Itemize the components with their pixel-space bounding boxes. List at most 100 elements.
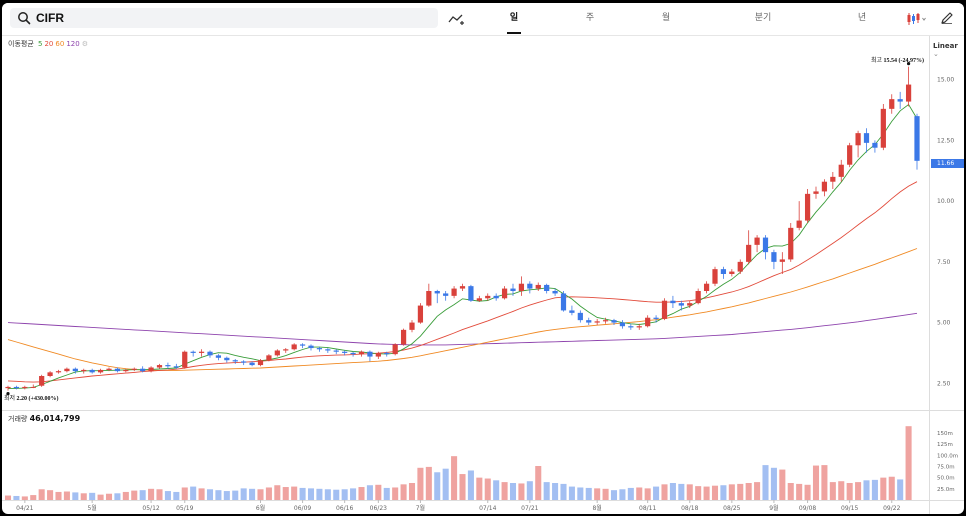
candle-body[interactable] (22, 386, 28, 389)
candle-body[interactable] (754, 237, 760, 245)
candle-body[interactable] (165, 365, 171, 367)
candle-body[interactable] (409, 322, 415, 330)
candle-body[interactable] (695, 291, 701, 304)
candle-body[interactable] (39, 376, 45, 386)
candle-body[interactable] (552, 291, 558, 294)
candle-body[interactable] (863, 133, 870, 143)
candle-body[interactable] (299, 344, 306, 346)
candle-body[interactable] (417, 305, 424, 323)
candle-body[interactable] (771, 252, 777, 262)
candle-body[interactable] (400, 329, 407, 345)
candle-body[interactable] (594, 321, 600, 323)
candle-body[interactable] (872, 142, 878, 148)
candle-body[interactable] (182, 351, 188, 368)
ma-legend-period-20[interactable]: 20 (44, 40, 54, 48)
ma-legend-period-5[interactable]: 5 (38, 40, 43, 48)
candle-body[interactable] (156, 365, 163, 368)
candle-body[interactable] (476, 298, 482, 301)
candle-body[interactable] (316, 348, 323, 350)
candle-body[interactable] (661, 300, 668, 319)
candle-body[interactable] (443, 293, 449, 296)
candle-body[interactable] (207, 351, 213, 356)
candle-body[interactable] (485, 295, 491, 299)
candle-body[interactable] (81, 369, 87, 372)
tab-weekly[interactable]: 주 (585, 13, 595, 23)
candle-body[interactable] (232, 360, 238, 362)
candle-body[interactable] (241, 361, 247, 363)
candle-body[interactable] (746, 244, 752, 262)
candle-body[interactable] (796, 220, 802, 228)
candle-body[interactable] (737, 261, 743, 272)
candle-body[interactable] (257, 360, 264, 366)
candle-body[interactable] (325, 349, 331, 351)
candle-body[interactable] (375, 352, 381, 357)
candle-body[interactable] (821, 181, 828, 192)
candle-body[interactable] (653, 317, 659, 319)
candle-body[interactable] (830, 176, 836, 182)
candle-body[interactable] (889, 99, 895, 109)
candle-body[interactable] (838, 164, 844, 177)
price-chart[interactable]: 2.50 5.00 7.50 10.00 12.50 15.00 25.0m 50.0m 75.… (2, 36, 964, 514)
candle-body[interactable] (468, 286, 474, 301)
candle-body[interactable] (55, 371, 62, 373)
candle-body[interactable] (291, 344, 297, 350)
ma-legend-period-60[interactable]: 60 (55, 40, 65, 48)
candle-body[interactable] (392, 344, 398, 355)
candle-body[interactable] (880, 108, 886, 148)
settings-gear-icon[interactable]: ⚙ (81, 40, 88, 48)
candle-body[interactable] (855, 133, 861, 146)
candle-body[interactable] (106, 368, 112, 370)
candle-body[interactable] (510, 288, 516, 291)
candle-body[interactable] (577, 312, 583, 321)
candle-body[interactable] (89, 369, 95, 373)
candle-body[interactable] (602, 320, 609, 322)
candle-body[interactable] (47, 372, 53, 376)
candle-body[interactable] (224, 357, 230, 361)
candle-body[interactable] (367, 351, 373, 357)
candle-body[interactable] (384, 352, 390, 355)
candle-body[interactable] (501, 288, 508, 299)
candle-body[interactable] (762, 237, 769, 253)
ma-legend-period-120[interactable]: 120 (66, 40, 80, 48)
candle-body[interactable] (459, 286, 466, 289)
candle-body[interactable] (114, 368, 121, 372)
candle-body[interactable] (914, 116, 920, 161)
candle-body[interactable] (897, 99, 903, 102)
candle-body[interactable] (5, 386, 11, 389)
ticker-search-input[interactable]: CIFR (10, 8, 438, 28)
candle-body[interactable] (678, 303, 684, 306)
tab-daily[interactable]: 일 (499, 11, 529, 34)
candle-body[interactable] (266, 355, 272, 361)
candle-body[interactable] (97, 369, 104, 373)
tab-yearly[interactable]: 년 (857, 13, 867, 23)
candle-body[interactable] (140, 368, 146, 372)
candle-body[interactable] (249, 362, 255, 366)
candle-body[interactable] (518, 283, 525, 291)
candle-body[interactable] (198, 351, 205, 353)
candle-body[interactable] (451, 288, 457, 296)
candle-body[interactable] (788, 227, 794, 260)
tab-quarterly[interactable]: 분기 (754, 13, 772, 23)
candle-body[interactable] (434, 291, 440, 294)
candle-body[interactable] (611, 320, 617, 323)
candle-body[interactable] (712, 269, 718, 284)
candle-body[interactable] (72, 368, 78, 372)
candle-body[interactable] (720, 269, 727, 274)
scale-mode-button[interactable]: Linear ⌄ (933, 42, 958, 58)
candle-body[interactable] (493, 295, 499, 299)
candlestick-type-icon[interactable] (906, 12, 928, 26)
candle-body[interactable] (358, 351, 365, 355)
candle-body[interactable] (560, 293, 567, 311)
tab-monthly[interactable]: 월 (661, 13, 671, 23)
candle-body[interactable] (619, 322, 626, 327)
candle-body[interactable] (670, 300, 676, 304)
candle-body[interactable] (804, 193, 811, 221)
candle-body[interactable] (729, 271, 735, 274)
candle-body[interactable] (123, 369, 129, 372)
candle-body[interactable] (628, 326, 634, 328)
compare-chart-icon[interactable] (448, 12, 466, 26)
candle-body[interactable] (847, 145, 853, 165)
candle-body[interactable] (586, 320, 592, 323)
candle-body[interactable] (30, 386, 36, 388)
candle-body[interactable] (569, 310, 575, 313)
